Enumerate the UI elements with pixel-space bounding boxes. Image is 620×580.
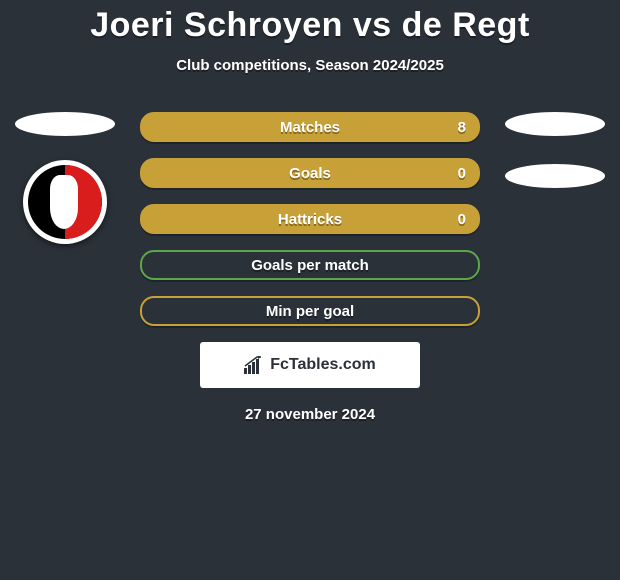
right-player-column	[500, 112, 610, 188]
stat-bars: Matches 8 Goals 0 Hattricks 0 Goals per match M…	[140, 112, 480, 326]
comparison-panel: Matches 8 Goals 0 Hattricks 0 Goals per match M…	[0, 112, 620, 423]
left-player-column	[10, 112, 120, 244]
stat-bar: Hattricks 0	[140, 204, 480, 234]
stat-bar-label: Min per goal	[266, 303, 354, 320]
attribution-badge: FcTables.com	[200, 342, 420, 388]
stat-bar-label: Goals	[289, 165, 331, 182]
bar-chart-icon	[244, 356, 264, 374]
stat-bar-label: Matches	[280, 119, 340, 136]
page-title: Joeri Schroyen vs de Regt	[0, 0, 620, 45]
left-club-logo	[23, 160, 107, 244]
stat-bar: Matches 8	[140, 112, 480, 142]
stat-bar-label: Goals per match	[251, 257, 369, 274]
club-badge-icon	[28, 165, 102, 239]
right-player-photo-placeholder	[505, 112, 605, 136]
stat-bar-value-right: 0	[458, 165, 466, 182]
left-player-photo-placeholder	[15, 112, 115, 136]
page-subtitle: Club competitions, Season 2024/2025	[0, 57, 620, 74]
stat-bar: Min per goal	[140, 296, 480, 326]
stat-bar-value-right: 0	[458, 211, 466, 228]
stat-bar-label: Hattricks	[278, 211, 342, 228]
stat-bar-value-right: 8	[458, 119, 466, 136]
stat-bar: Goals per match	[140, 250, 480, 280]
attribution-text: FcTables.com	[270, 356, 376, 374]
right-club-logo-placeholder	[505, 164, 605, 188]
stat-bar: Goals 0	[140, 158, 480, 188]
footer-date: 27 november 2024	[0, 406, 620, 423]
